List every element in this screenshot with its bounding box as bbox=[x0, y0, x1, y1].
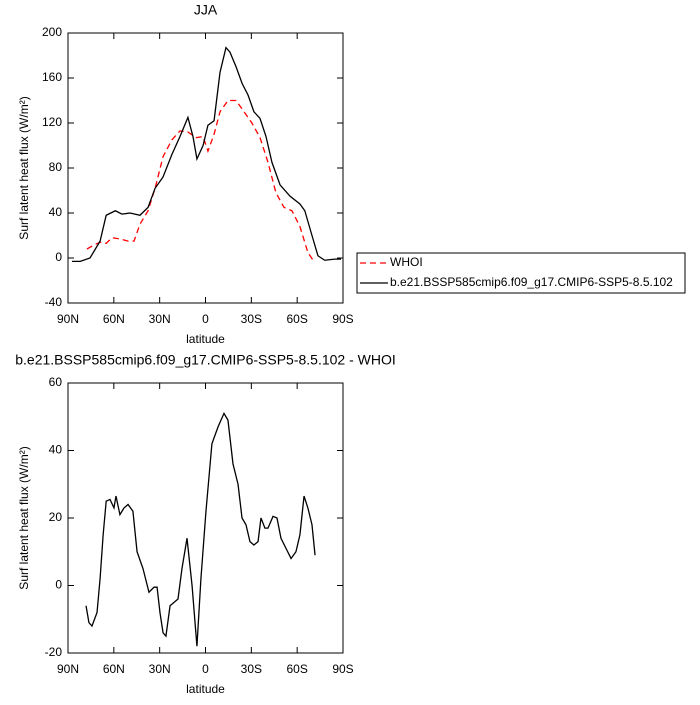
x-tick-label: 60S bbox=[286, 312, 307, 326]
series-line bbox=[86, 99, 314, 261]
y-tick-label: -20 bbox=[45, 645, 63, 659]
x-tick-label: 0 bbox=[202, 312, 209, 326]
x-tick-label: 0 bbox=[202, 662, 209, 676]
y-tick-label: 160 bbox=[42, 70, 62, 84]
x-axis-label: latitude bbox=[186, 682, 225, 696]
x-tick-label: 90N bbox=[57, 662, 79, 676]
x-axis-label: latitude bbox=[186, 332, 225, 346]
y-tick-label: 200 bbox=[42, 25, 62, 39]
x-tick-label: 30N bbox=[149, 312, 171, 326]
x-tick-label: 90S bbox=[332, 312, 353, 326]
y-axis-label: Surf latent heat flux (W/m²) bbox=[17, 446, 31, 589]
x-tick-label: 60N bbox=[103, 312, 125, 326]
y-tick-label: 60 bbox=[49, 375, 63, 389]
legend-box bbox=[356, 252, 686, 294]
y-axis-label: Surf latent heat flux (W/m²) bbox=[17, 96, 31, 239]
y-tick-label: 80 bbox=[49, 160, 63, 174]
x-tick-label: 90S bbox=[332, 662, 353, 676]
y-tick-label: 20 bbox=[49, 510, 63, 524]
x-tick-label: 30N bbox=[149, 662, 171, 676]
x-tick-label: 60N bbox=[103, 662, 125, 676]
y-tick-label: -40 bbox=[45, 295, 63, 309]
legend: WHOI b.e21.BSSP585cmip6.f09_g17.CMIP6-SSP… bbox=[356, 252, 686, 294]
y-tick-label: 40 bbox=[49, 443, 63, 457]
chart-title: b.e21.BSSP585cmip6.f09_g17.CMIP6-SSP5-8.… bbox=[15, 352, 396, 368]
chart-title: JJA bbox=[194, 2, 218, 18]
y-tick-label: 120 bbox=[42, 115, 62, 129]
legend-label: b.e21.BSSP585cmip6.f09_g17.CMIP6-SSP5-8.… bbox=[390, 275, 673, 289]
legend-label: WHOI bbox=[390, 255, 423, 269]
plot-frame bbox=[67, 32, 344, 304]
x-tick-label: 90N bbox=[57, 312, 79, 326]
y-tick-label: 0 bbox=[55, 250, 62, 264]
y-tick-label: 0 bbox=[55, 578, 62, 592]
series-line bbox=[71, 46, 342, 263]
series-line bbox=[85, 411, 316, 647]
x-tick-label: 60S bbox=[286, 662, 307, 676]
plot-frame bbox=[67, 382, 344, 654]
x-tick-label: 30S bbox=[241, 312, 262, 326]
y-tick-label: 40 bbox=[49, 205, 63, 219]
x-tick-label: 30S bbox=[241, 662, 262, 676]
